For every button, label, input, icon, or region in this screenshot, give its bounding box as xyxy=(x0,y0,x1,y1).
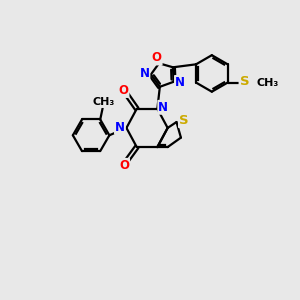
Text: N: N xyxy=(158,101,168,114)
Text: S: S xyxy=(179,114,189,127)
Text: N: N xyxy=(175,76,185,89)
Text: N: N xyxy=(115,121,125,134)
Text: O: O xyxy=(118,84,128,97)
Text: N: N xyxy=(140,68,149,80)
Text: S: S xyxy=(240,76,249,88)
Text: O: O xyxy=(152,52,162,64)
Text: CH₃: CH₃ xyxy=(92,98,114,107)
Text: O: O xyxy=(119,159,129,172)
Text: CH₃: CH₃ xyxy=(256,78,278,88)
